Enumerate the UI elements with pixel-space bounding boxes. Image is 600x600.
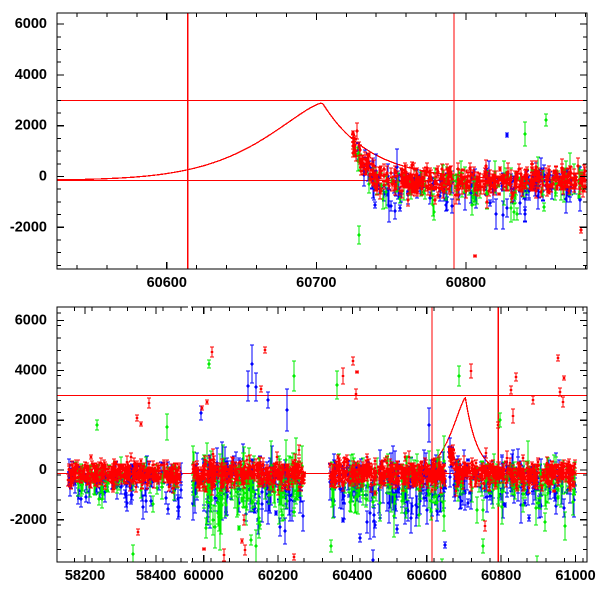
- svg-text:6000: 6000: [15, 16, 47, 32]
- svg-text:61000: 61000: [555, 568, 595, 584]
- svg-text:58200: 58200: [65, 568, 105, 584]
- svg-text:60800: 60800: [446, 275, 486, 291]
- svg-text:4000: 4000: [15, 362, 47, 378]
- svg-text:0: 0: [39, 169, 47, 185]
- svg-text:60800: 60800: [481, 568, 521, 584]
- svg-text:6000: 6000: [15, 313, 47, 329]
- svg-text:2000: 2000: [15, 118, 47, 134]
- svg-text:60600: 60600: [147, 275, 187, 291]
- svg-text:-2000: -2000: [10, 219, 47, 235]
- svg-text:-2000: -2000: [10, 512, 47, 528]
- svg-text:60700: 60700: [296, 275, 336, 291]
- svg-text:58400: 58400: [136, 568, 176, 584]
- svg-text:60000: 60000: [183, 568, 223, 584]
- svg-text:2000: 2000: [15, 412, 47, 428]
- svg-text:60200: 60200: [258, 568, 298, 584]
- svg-text:60400: 60400: [332, 568, 372, 584]
- svg-text:4000: 4000: [15, 67, 47, 83]
- svg-text:60600: 60600: [407, 568, 447, 584]
- svg-text:0: 0: [39, 462, 47, 478]
